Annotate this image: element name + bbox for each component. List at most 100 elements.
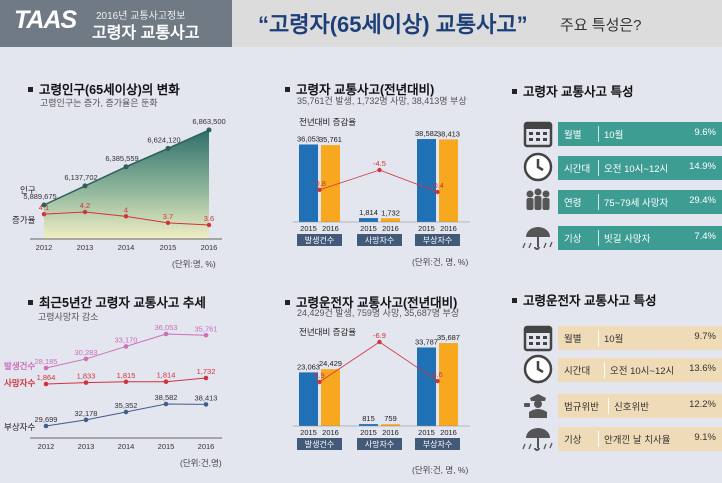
series-occurrences-value-label: 30,283 <box>75 348 98 357</box>
x-tick-label: 2015 <box>160 243 177 252</box>
group-label: 부상자수 <box>423 235 452 245</box>
trend-sub: 고령사망자 감소 <box>38 312 99 322</box>
series-deaths-point <box>43 381 49 387</box>
series-deaths-value-label: 1,732 <box>197 367 216 376</box>
driver-feature-month: 월별 10월 9.7% <box>523 325 722 352</box>
header-banner: TAAS 2016년 교통사고정보 고령자 교통사고 “고령자(65세이상) 교… <box>0 0 722 47</box>
elderly-feature-month: 월별 10월 9.6% <box>523 121 722 148</box>
change-value-label: 5.9 <box>314 371 324 380</box>
bar <box>417 347 436 426</box>
calendar-icon <box>523 121 553 148</box>
bar <box>299 144 318 222</box>
bar-value-label: 1,732 <box>381 208 400 217</box>
feature-value: 10월 <box>604 334 624 345</box>
bar-value-label: 815 <box>362 414 375 423</box>
series-injuries-value-label: 38,413 <box>195 393 218 402</box>
feature-value: 빗길 사망자 <box>604 234 651 245</box>
population-value-label: 6,863,500 <box>192 117 225 126</box>
bar <box>417 139 436 222</box>
x-tick-label: 2014 <box>118 243 135 252</box>
population-point <box>165 145 171 151</box>
group-label: 발생건수 <box>305 439 334 449</box>
series-deaths-value-label: 1,833 <box>77 372 96 381</box>
elderly-population-chart: 5,889,675 6,137,702 6,385,559 6,624,120 6,86… <box>12 117 226 252</box>
rate-point <box>82 209 88 215</box>
elderly-feature-age: 연령 75~79세 사망자 29.4% <box>524 188 722 214</box>
rain-umbrella-icon <box>522 428 553 451</box>
feature-category: 기상 <box>564 234 582 245</box>
bar-chart-subtitle: 전년대비 증감율 <box>299 117 356 127</box>
series-label-rate: 증가율 <box>12 215 36 225</box>
driver-feature-time: 시간대 오전 10시~12시 13.6% <box>523 354 722 384</box>
trend-unit: (단위:건,명) <box>180 458 222 468</box>
elderly-feature-time: 시간대 오전 10시~12시 14.9% <box>523 152 722 182</box>
series-occurrences-value-label: 33,170 <box>115 335 138 344</box>
driver-feature-violation: 법규위반 신호위반 12.2% <box>524 394 722 418</box>
rate-point <box>165 220 171 226</box>
x-tick-label: 2012 <box>36 243 53 252</box>
bar <box>321 145 340 222</box>
group-label-box <box>415 438 460 450</box>
series-injuries-point <box>83 417 89 423</box>
bar-value-label: 33,787 <box>415 337 438 346</box>
driver-accidents-unit: (단위:건, 명, %) <box>412 465 469 475</box>
population-area <box>44 130 209 239</box>
feature-percent: 12.2% <box>689 399 716 410</box>
bar-value-label: 36,053 <box>297 134 320 143</box>
population-value-label: 6,137,702 <box>64 173 97 182</box>
x-tick-label: 2013 <box>78 442 95 451</box>
series-injuries-point <box>163 401 169 407</box>
change-point <box>377 339 382 345</box>
change-value-label: 5.6 <box>432 370 442 379</box>
driver-accidents-title: 고령운전자 교통사고(전년대비) <box>285 292 457 311</box>
header-subtitle: 고령자 교통사고 <box>92 25 200 42</box>
rate-value-label: 4.2 <box>80 201 90 210</box>
rate-value-label: 3.7 <box>163 212 173 221</box>
bar-chart-subtitle: 전년대비 증감율 <box>299 327 356 337</box>
rain-umbrella-icon <box>522 227 553 250</box>
rate-value-label: 3.6 <box>204 214 214 223</box>
bar <box>359 218 378 222</box>
feature-percent: 29.4% <box>689 195 716 206</box>
change-value-label: -4.5 <box>373 159 386 168</box>
x-tick-label: 2014 <box>118 442 135 451</box>
change-point <box>377 167 382 173</box>
rate-value-label: 4 <box>124 205 128 214</box>
feature-percent: 9.1% <box>694 432 716 443</box>
feature-category: 시간대 <box>564 164 591 175</box>
bar <box>321 369 340 426</box>
series-deaths-point <box>83 380 89 385</box>
change-value-label: -6.9 <box>373 331 386 340</box>
series-injuries-value-label: 35,352 <box>115 401 138 410</box>
feature-percent: 9.7% <box>694 331 716 342</box>
elderly-features-title: 고령자 교통사고 특성 <box>512 81 633 100</box>
series-occurrences-point <box>83 356 89 362</box>
bar-year-label: 2015 <box>418 224 435 233</box>
group-label: 부상자수 <box>423 439 452 449</box>
series-injuries-value-label: 38,582 <box>155 393 178 402</box>
feature-percent: 9.6% <box>694 127 716 138</box>
rate-point <box>123 214 129 219</box>
group-label: 사망자수 <box>365 235 394 245</box>
bar-value-label: 1,814 <box>359 208 378 217</box>
trend-title: 최근5년간 고령자 교통사고 추세 <box>28 292 206 311</box>
rate-point <box>41 211 47 217</box>
series-occurrences-value-label: 35,761 <box>195 324 218 333</box>
feature-value: 오전 10시~12시 <box>604 164 669 175</box>
series-occurrences-point <box>123 344 129 349</box>
driver-feature-weather: 기상 안개낀 날 치사율 9.1% <box>522 427 722 451</box>
feature-category: 기상 <box>564 435 582 446</box>
header-year-label: 2016년 교통사고정보 <box>96 11 186 22</box>
page-title-suffix: 주요 특성은? <box>560 17 642 34</box>
series-injuries-point <box>123 409 129 415</box>
bar-value-label: 35,761 <box>319 135 342 144</box>
bar <box>381 424 400 426</box>
series-deaths-value-label: 1,864 <box>37 373 56 382</box>
driver-features-title: 고령운전자 교통사고 특성 <box>512 290 656 309</box>
series-injuries-point <box>43 423 49 429</box>
series-deaths-point <box>203 375 209 381</box>
bar <box>299 372 318 426</box>
bar-value-label: 38,413 <box>437 129 460 138</box>
bar-value-label: 24,429 <box>319 359 342 368</box>
rate-point <box>206 222 212 228</box>
